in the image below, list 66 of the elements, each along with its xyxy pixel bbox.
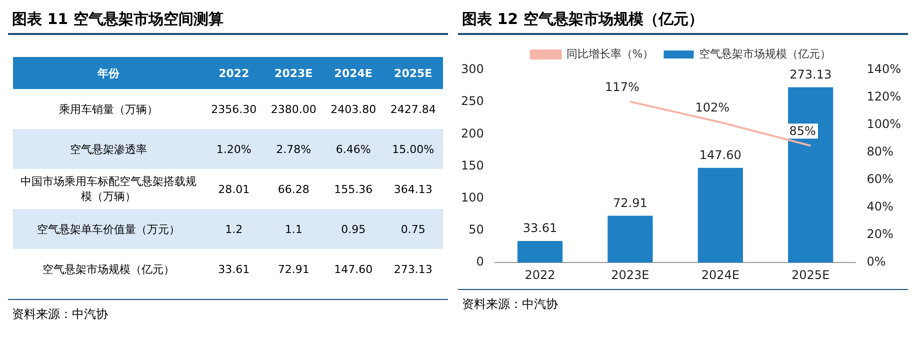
data-label: 147.60 (324, 249, 384, 289)
y-tick-label: 乘用车销量（万辆） (13, 89, 204, 129)
data-label: 33.61 (522, 221, 558, 236)
data-label: 0.95 (324, 209, 384, 249)
y2-tick-label: 0% (866, 254, 886, 269)
data-label: 15.00% (383, 129, 443, 169)
data-label: 1.1 (264, 209, 324, 249)
x-tick-label: 2023E (611, 268, 650, 282)
bar (698, 168, 743, 263)
data-label: 155.36 (324, 169, 384, 209)
bar (517, 241, 563, 263)
y2-tick-label: 80% (866, 144, 894, 159)
data-label: 1.20% (204, 129, 264, 169)
y2-tick-label: 60% (866, 172, 894, 186)
x-tick-label: 2022 (524, 268, 556, 282)
data-label: 2356.30 (204, 89, 264, 129)
y-axis-title: 年份 (13, 57, 204, 89)
data-label: 85% (789, 124, 816, 138)
y-tick-label: 300 (461, 62, 484, 76)
y-tick-label: 空气悬架单车价值量（万元） (13, 209, 204, 249)
data-label: 2.78% (264, 129, 324, 169)
data-label: 2427.84 (383, 89, 443, 129)
data-label: 33.61 (204, 249, 264, 289)
y-tick-label: 空气悬架市场规模（亿元） (13, 249, 204, 289)
chart-title: 图表 12 空气悬架市场规模（亿元） (458, 8, 908, 35)
data-label: 273.13 (790, 67, 832, 82)
x-tick-label: 2024E (701, 268, 740, 282)
data-label: 72.91 (613, 196, 648, 210)
y-tick-label: 250 (461, 94, 484, 108)
x-tick-label: 2025E (383, 57, 443, 89)
data-label: 0.75 (383, 209, 443, 249)
y2-tick-label: 40% (866, 200, 894, 214)
data-label: 147.60 (699, 148, 742, 162)
data-label: 273.13 (383, 249, 443, 289)
x-tick-label: 2025E (792, 268, 830, 282)
y2-tick-label: 100% (866, 117, 902, 132)
y-tick-label: 100 (461, 190, 484, 205)
data-label: 28.01 (204, 169, 264, 209)
data-label: 72.91 (264, 249, 324, 289)
data-label: 1.2 (204, 209, 264, 249)
y2-tick-label: 140% (866, 62, 902, 76)
data-label: 6.46% (324, 129, 384, 169)
legend-label: 空气悬架市场规模（亿元） (699, 47, 832, 60)
x-tick-label: 2024E (324, 57, 384, 89)
legend-label: 同比增长率（%） (566, 47, 654, 60)
y-tick-label: 中国市场乘用车标配空气悬架搭载规模（万辆） (13, 169, 204, 209)
text: 资料来源：中汽协 (462, 296, 559, 313)
y-tick-label: 空气悬架渗透率 (13, 129, 204, 169)
bar (608, 216, 653, 263)
x-tick-label: 2023E (264, 57, 324, 89)
y-tick-label: 50 (468, 222, 484, 237)
data-label: 102% (695, 100, 730, 114)
data-label: 66.28 (264, 169, 324, 209)
bar (788, 87, 834, 263)
y2-tick-label: 20% (866, 227, 894, 242)
y-tick-label: 200 (461, 126, 484, 140)
text: 资料来源：中汽协 (12, 306, 109, 323)
x-tick-label: 2022 (204, 57, 264, 89)
data-label: 117% (605, 80, 640, 94)
y-tick-label: 0 (476, 254, 484, 269)
y2-tick-label: 120% (866, 90, 902, 104)
data-label: 364.13 (383, 169, 443, 209)
data-label: 2403.80 (324, 89, 384, 129)
chart-title: 图表 11 空气悬架市场空间测算 (8, 8, 448, 35)
y-tick-label: 150 (461, 158, 484, 172)
data-label: 2380.00 (264, 89, 324, 129)
